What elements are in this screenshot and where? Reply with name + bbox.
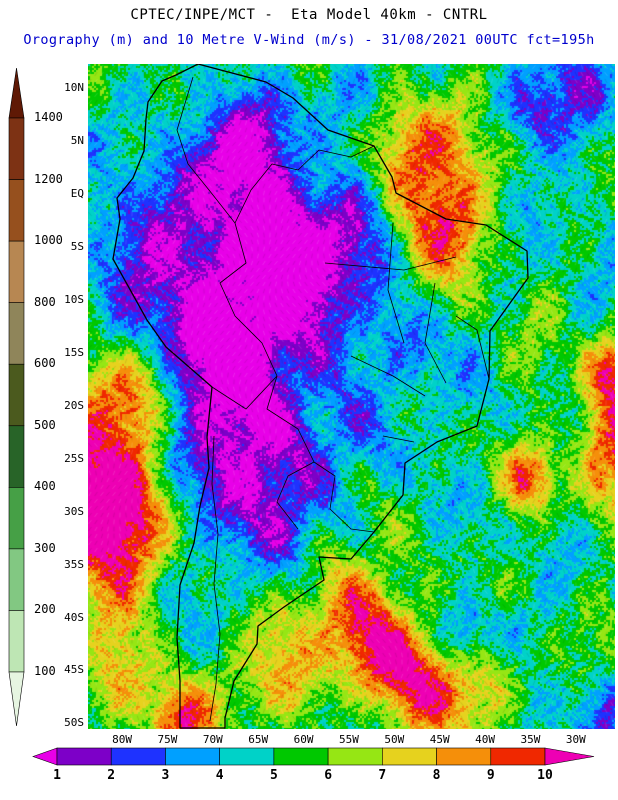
wind-colorbar-segment (110, 747, 166, 766)
lat-tick-label: 25S (64, 451, 84, 465)
wind-colorbar-arrow-left (32, 747, 58, 766)
longitude-axis: 80W 75W 70W 65W 60W 55W 50W 45W 40W 35W 30W (0, 733, 618, 749)
wind-field-canvas (88, 64, 615, 729)
oro-tick-label: 200 (34, 602, 56, 617)
lat-tick-label: 5N (70, 133, 84, 147)
oro-tick-label: 600 (34, 356, 56, 371)
oro-tick-label: 1000 (34, 233, 63, 248)
wind-tick-label: 4 (215, 768, 224, 783)
oro-colorbar-segment (8, 610, 25, 673)
country-border-line (276, 461, 315, 530)
oro-colorbar-arrow-bottom (8, 671, 25, 727)
lat-tick-label: EQ (70, 186, 84, 200)
oro-tick-label: 1400 (34, 110, 63, 124)
wind-colorbar-segment (327, 747, 383, 766)
wind-colorbar-arrow-right (544, 747, 595, 766)
wind-tick-label: 6 (324, 768, 333, 783)
chart-title: CPTEC/INPE/MCT - Eta Model 40km - CNTRL (130, 7, 488, 23)
oro-colorbar-segment (8, 487, 25, 550)
oro-colorbar-segment (8, 363, 25, 427)
wind-colorbar-segment (436, 747, 492, 766)
lon-tick-label: 60W (293, 733, 314, 746)
lon-tick-label: 50W (384, 733, 405, 746)
country-border-line (387, 222, 405, 344)
lat-tick-label: 10N (64, 80, 84, 94)
wind-colorbar-svg (32, 747, 595, 766)
oro-colorbar-segment (8, 548, 25, 611)
wind-tick-label: 8 (432, 768, 441, 783)
wind-colorbar-segment (165, 747, 220, 766)
wind-tick-label: 5 (269, 768, 278, 783)
country-border-line (382, 435, 415, 443)
lon-tick-label: 75W (157, 733, 178, 746)
coastline-overlay (112, 64, 529, 729)
chart-subtitle: Orography (m) and 10 Metre V-Wind (m/s) … (23, 32, 595, 48)
wind-tick-label: 9 (486, 768, 495, 783)
lon-tick-label: 30W (565, 733, 586, 746)
lon-tick-label: 70W (202, 733, 223, 746)
country-border-line (350, 355, 426, 397)
oro-colorbar-segment (8, 117, 25, 180)
lat-tick-label: 40S (64, 610, 84, 624)
lat-tick-label: 30S (64, 504, 84, 518)
lat-tick-label: 10S (64, 292, 84, 306)
lat-tick-label: 15S (64, 345, 84, 359)
wind-tick-label: 3 (161, 768, 170, 783)
lon-tick-label: 45W (429, 733, 450, 746)
orography-colorbar-svg (8, 67, 25, 727)
country-border-line (176, 76, 236, 224)
country-border-line (211, 375, 278, 410)
country-border-line (424, 282, 447, 384)
wind-colorbar: 1 2 3 4 5 6 7 8 9 10 (0, 744, 618, 796)
wind-tick-label: 7 (378, 768, 387, 783)
oro-tick-label: 1200 (34, 171, 63, 186)
lat-tick-label: 50S (64, 716, 84, 730)
oro-colorbar-arrow-top (8, 67, 25, 119)
oro-colorbar-segment (8, 240, 25, 303)
oro-tick-label: 800 (34, 294, 56, 309)
oro-colorbar-segment (8, 425, 25, 488)
wind-colorbar-segment (490, 747, 546, 766)
wind-tick-label: 10 (537, 768, 553, 783)
wind-colorbar-segment (56, 747, 112, 766)
lat-tick-label: 5S (70, 239, 84, 253)
lat-tick-label: 20S (64, 398, 84, 412)
lon-tick-label: 35W (520, 733, 541, 746)
wind-colorbar-segment (219, 747, 275, 766)
oro-tick-label: 100 (34, 664, 56, 678)
country-border-line (324, 256, 457, 271)
wind-colorbar-segment (382, 747, 437, 766)
lon-tick-label: 65W (248, 733, 269, 746)
wind-colorbar-segment (273, 747, 329, 766)
oro-tick-label: 300 (34, 540, 56, 555)
oro-tick-label: 400 (34, 479, 56, 494)
country-border-line (455, 315, 490, 380)
oro-tick-label: 500 (34, 417, 56, 432)
wind-tick-label: 1 (53, 768, 61, 783)
lat-tick-label: 45S (64, 663, 84, 677)
lon-tick-label: 80W (112, 733, 133, 746)
oro-colorbar-segment (8, 179, 25, 242)
lon-tick-label: 55W (339, 733, 359, 746)
country-border-line (219, 145, 375, 533)
oro-colorbar-segment (8, 302, 25, 365)
orography-colorbar: 1400 1200 1000 800 600 500 400 300 200 100 (8, 64, 82, 732)
lon-tick-label: 40W (475, 733, 495, 746)
lat-tick-label: 35S (64, 557, 84, 571)
country-border-line (209, 435, 221, 722)
south-america-coastline (112, 64, 529, 729)
wind-tick-label: 2 (107, 768, 116, 783)
map-area (88, 64, 615, 729)
